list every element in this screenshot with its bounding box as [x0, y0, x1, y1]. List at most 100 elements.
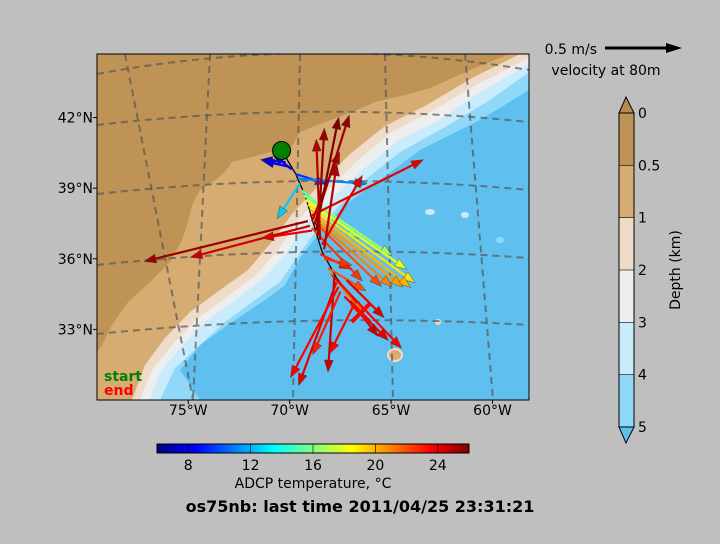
- lat-tick-label: 33°N: [58, 322, 93, 338]
- current-vector: [311, 213, 404, 288]
- depth-band: [619, 270, 634, 323]
- scale-arrow-head: [666, 43, 682, 53]
- current-vector: [345, 279, 385, 319]
- vector-head: [398, 276, 412, 288]
- legend-start-label: start: [104, 369, 142, 385]
- lon-tick-labels: 75°W 70°W 65°W 60°W: [169, 400, 512, 419]
- depth-tick-label: 2: [638, 263, 647, 279]
- scale-arrow-sublabel: velocity at 80m: [551, 63, 660, 79]
- vector-head: [189, 249, 204, 259]
- vector-head: [352, 174, 363, 189]
- vector-shaft: [303, 194, 383, 250]
- depth-tick-label: 0: [638, 106, 647, 122]
- vector-shaft: [281, 160, 293, 171]
- current-vector: [313, 217, 393, 288]
- vector-head: [261, 231, 275, 242]
- current-vector: [321, 174, 363, 246]
- vector-head: [393, 258, 408, 270]
- current-vectors: [143, 114, 424, 387]
- vector-head: [376, 328, 389, 341]
- vector-shaft: [345, 279, 377, 311]
- vector-head: [379, 275, 393, 288]
- lon-tick-label: 75°W: [169, 403, 208, 419]
- vector-head: [324, 359, 334, 373]
- depth-colorbar-bottom-extend: [618, 426, 635, 445]
- vector-shaft: [307, 203, 406, 277]
- vector-shaft: [321, 185, 358, 246]
- map-frame: [96, 53, 530, 401]
- vector-shaft: [333, 303, 356, 344]
- depth-colorbar-label: Depth (km): [668, 230, 684, 310]
- vector-shaft: [316, 291, 342, 345]
- current-vector: [323, 163, 340, 250]
- current-vector: [329, 303, 356, 355]
- vector-shaft: [282, 182, 301, 210]
- temp-tick-label: 12: [242, 458, 260, 474]
- start-marker: [272, 141, 292, 161]
- vector-shaft: [201, 224, 311, 256]
- seamount: [425, 209, 435, 215]
- vector-shaft: [323, 257, 341, 264]
- vector-shaft: [295, 286, 340, 368]
- lon-tick-label: 70°W: [270, 403, 309, 419]
- depth-tick-label: 5: [638, 420, 647, 436]
- lat-tick-label: 39°N: [58, 181, 93, 197]
- seamount: [461, 212, 469, 218]
- depth-colorbar: 0 0.5 1 2 3 4 5 Depth (km): [618, 95, 684, 445]
- chart-title: os75nb: last time 2011/04/25 23:31:21: [186, 497, 535, 516]
- vector-shaft: [315, 151, 322, 240]
- vector-shaft: [309, 208, 402, 281]
- vector-head: [329, 340, 340, 355]
- current-vector: [309, 159, 424, 218]
- vector-head: [353, 280, 367, 292]
- legend-end-label: end: [104, 383, 133, 399]
- vector-head: [298, 372, 308, 387]
- vector-head: [330, 163, 340, 177]
- current-vector: [143, 220, 309, 264]
- temp-tick-label: 8: [184, 458, 193, 474]
- vector-head: [389, 336, 402, 349]
- current-vector: [298, 281, 338, 387]
- vector-head: [290, 364, 301, 379]
- bathymetry: [97, 54, 529, 400]
- lat-tick-label: 36°N: [58, 252, 93, 268]
- vector-shaft: [301, 281, 338, 375]
- vector-shaft: [155, 220, 309, 260]
- scale-arrow-key: 0.5 m/s velocity at 80m: [545, 42, 682, 79]
- vector-shaft: [313, 217, 384, 280]
- vector-head: [143, 253, 158, 264]
- vector-head: [276, 205, 288, 220]
- current-vector: [309, 208, 412, 288]
- vector-head: [318, 127, 329, 141]
- temperature-colorbar: 8 12 16 20 24 ADCP temperature, °C: [156, 443, 470, 492]
- end-marker: [350, 302, 372, 324]
- depth-band: [619, 217, 634, 270]
- depth-colorbar-top-extend: [618, 95, 635, 114]
- current-vector: [311, 138, 322, 240]
- temp-tick-label: 20: [366, 458, 384, 474]
- vector-head: [338, 257, 353, 268]
- vector-head: [390, 275, 404, 288]
- depth-tick-label: 4: [638, 368, 647, 384]
- current-vector: [323, 257, 353, 268]
- lat-tick-label: 42°N: [58, 111, 93, 127]
- depth-tick-label: 0.5: [638, 158, 660, 174]
- bermuda-island: [387, 348, 403, 362]
- lon-tick-label: 60°W: [473, 403, 512, 419]
- vector-shaft: [273, 229, 313, 238]
- vector-head: [372, 305, 385, 319]
- vector-shaft: [311, 213, 395, 281]
- temperature-colorbar-label: ADCP temperature, °C: [235, 476, 392, 492]
- current-vector: [276, 182, 301, 220]
- depth-tick-label: 1: [638, 211, 647, 227]
- vector-head: [350, 268, 363, 282]
- seamount: [496, 237, 504, 243]
- depth-band: [619, 322, 634, 375]
- depth-band: [619, 113, 634, 166]
- scale-arrow-label: 0.5 m/s: [545, 42, 597, 58]
- vector-head: [312, 341, 322, 356]
- current-vector: [327, 267, 367, 292]
- depth-tick-label: 3: [638, 315, 647, 331]
- current-vector: [261, 229, 313, 242]
